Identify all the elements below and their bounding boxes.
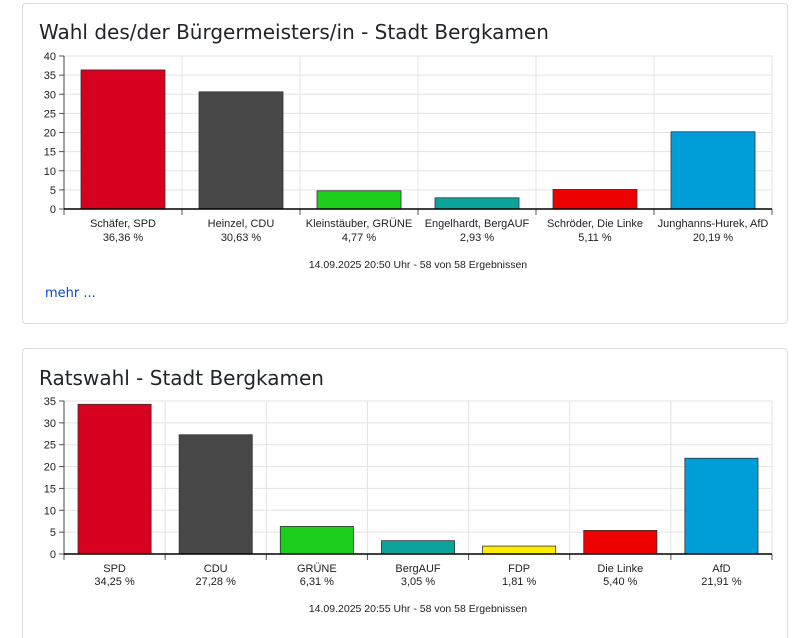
data-label: 5,40 % bbox=[603, 576, 637, 588]
y-tick-label: 40 bbox=[44, 51, 56, 63]
y-tick-label: 10 bbox=[44, 505, 56, 517]
bar[interactable] bbox=[316, 190, 402, 210]
x-tick-label: Schäfer, SPD bbox=[90, 218, 156, 230]
x-tick-label: BergAUF bbox=[395, 563, 441, 575]
bar[interactable] bbox=[583, 529, 658, 555]
y-tick-label: 30 bbox=[44, 89, 56, 101]
x-tick-label: Engelhardt, BergAUF bbox=[425, 218, 530, 230]
data-label: 30,63 % bbox=[221, 232, 262, 244]
x-tick-label: Schröder, Die Linke bbox=[547, 218, 643, 230]
data-label: 27,28 % bbox=[196, 576, 237, 588]
bar[interactable] bbox=[482, 545, 557, 555]
results-footnote: 14.09.2025 20:50 Uhr - 58 von 58 Ergebni… bbox=[309, 259, 527, 271]
bar[interactable] bbox=[178, 434, 253, 555]
data-label: 2,93 % bbox=[460, 232, 494, 244]
y-tick-label: 25 bbox=[44, 440, 56, 452]
y-tick-label: 20 bbox=[44, 128, 56, 140]
bar[interactable] bbox=[684, 457, 759, 555]
mayor-election-chart: 0 5 10 15 20 25 30 35 40 Schäfer, SPD 36,36 % Heinz… bbox=[44, 51, 773, 271]
x-tick-label: SPD bbox=[103, 563, 126, 575]
y-tick-label: 5 bbox=[50, 185, 56, 197]
x-tick-label: Heinzel, CDU bbox=[208, 218, 275, 230]
bar[interactable] bbox=[279, 526, 354, 555]
data-label: 5,11 % bbox=[578, 232, 612, 244]
data-label: 20,19 % bbox=[693, 232, 734, 244]
mayor-election-title: Wahl des/der Bürgermeisters/in - Stadt B… bbox=[39, 20, 549, 44]
bar[interactable] bbox=[381, 540, 455, 555]
y-tick-label: 25 bbox=[44, 108, 56, 120]
data-label: 36,36 % bbox=[103, 232, 144, 244]
bar[interactable] bbox=[80, 69, 166, 210]
data-label: 1,81 % bbox=[502, 576, 536, 588]
y-tick-label: 35 bbox=[44, 396, 56, 408]
y-tick-label: 5 bbox=[50, 527, 56, 539]
bar[interactable] bbox=[434, 197, 520, 210]
x-tick-label: Die Linke bbox=[597, 563, 643, 575]
bar[interactable] bbox=[670, 131, 756, 210]
y-tick-label: 15 bbox=[44, 483, 56, 495]
data-label: 21,91 % bbox=[701, 576, 742, 588]
x-tick-label: FDP bbox=[508, 563, 530, 575]
data-label: 6,31 % bbox=[300, 576, 334, 588]
y-tick-label: 15 bbox=[44, 147, 56, 159]
x-tick-label: GRÜNE bbox=[297, 563, 337, 575]
x-tick-label: Junghanns-Hurek, AfD bbox=[658, 218, 769, 230]
bar[interactable] bbox=[198, 91, 284, 210]
y-tick-label: 35 bbox=[44, 70, 56, 82]
x-tick-label: Kleinstäuber, GRÜNE bbox=[306, 218, 412, 230]
more-link[interactable]: mehr ... bbox=[45, 286, 96, 301]
results-footnote: 14.09.2025 20:55 Uhr - 58 von 58 Ergebni… bbox=[309, 603, 527, 615]
x-tick-label: CDU bbox=[204, 563, 228, 575]
data-label: 4,77 % bbox=[342, 232, 376, 244]
bar[interactable] bbox=[77, 403, 152, 555]
x-tick-label: AfD bbox=[712, 563, 730, 575]
data-label: 34,25 % bbox=[94, 576, 135, 588]
data-label: 3,05 % bbox=[401, 576, 435, 588]
y-tick-label: 0 bbox=[50, 204, 56, 216]
y-tick-label: 0 bbox=[50, 549, 56, 561]
council-election-title: Ratswahl - Stadt Bergkamen bbox=[39, 366, 324, 390]
y-tick-label: 20 bbox=[44, 462, 56, 474]
y-tick-label: 10 bbox=[44, 166, 56, 178]
y-tick-label: 30 bbox=[44, 418, 56, 430]
bar[interactable] bbox=[552, 189, 638, 210]
